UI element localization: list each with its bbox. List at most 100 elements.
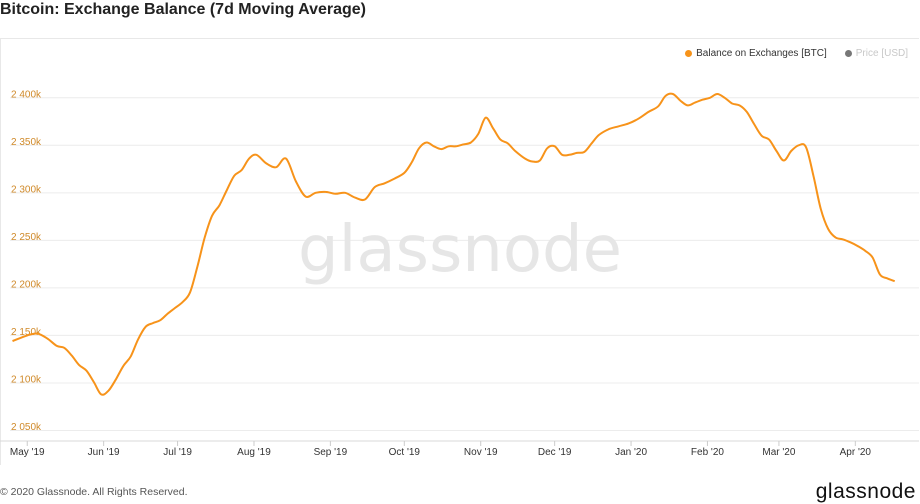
data-point[interactable]: [203, 236, 207, 240]
data-point[interactable]: [745, 110, 749, 114]
data-point[interactable]: [752, 122, 756, 126]
data-point[interactable]: [656, 104, 660, 108]
data-point[interactable]: [671, 92, 675, 96]
data-point[interactable]: [274, 165, 278, 169]
data-point[interactable]: [84, 369, 88, 373]
data-point[interactable]: [627, 121, 631, 125]
data-point[interactable]: [693, 101, 697, 105]
data-point[interactable]: [158, 318, 162, 322]
data-point[interactable]: [848, 240, 852, 244]
data-point[interactable]: [538, 159, 542, 163]
data-point[interactable]: [730, 102, 734, 106]
data-point[interactable]: [55, 344, 59, 348]
data-point[interactable]: [701, 98, 705, 102]
data-point[interactable]: [885, 276, 889, 280]
data-point[interactable]: [383, 181, 387, 185]
data-point[interactable]: [491, 126, 495, 130]
data-point[interactable]: [11, 339, 15, 343]
data-point[interactable]: [523, 157, 527, 161]
data-point[interactable]: [789, 149, 793, 153]
data-point[interactable]: [863, 249, 867, 253]
data-point[interactable]: [314, 191, 318, 195]
data-point[interactable]: [841, 237, 845, 241]
data-point[interactable]: [804, 145, 808, 149]
data-point[interactable]: [582, 150, 586, 154]
data-point[interactable]: [333, 192, 337, 196]
data-point[interactable]: [893, 279, 897, 283]
data-point[interactable]: [77, 363, 81, 367]
data-point[interactable]: [553, 144, 557, 148]
data-point[interactable]: [225, 188, 229, 192]
data-point[interactable]: [636, 117, 640, 121]
data-point[interactable]: [590, 141, 594, 145]
data-point[interactable]: [393, 177, 397, 181]
data-point[interactable]: [617, 124, 621, 128]
data-point[interactable]: [723, 96, 727, 100]
data-point[interactable]: [811, 174, 815, 178]
data-point[interactable]: [767, 138, 771, 142]
data-point[interactable]: [410, 160, 414, 164]
data-point[interactable]: [343, 191, 347, 195]
data-point[interactable]: [513, 149, 517, 153]
legend-item-balance[interactable]: Balance on Exchanges [BTC]: [685, 48, 827, 59]
data-point[interactable]: [151, 321, 155, 325]
data-point[interactable]: [878, 273, 882, 277]
data-point[interactable]: [738, 103, 742, 107]
data-point[interactable]: [664, 94, 668, 98]
data-point[interactable]: [195, 265, 199, 269]
data-point[interactable]: [99, 392, 103, 396]
data-point[interactable]: [797, 143, 801, 147]
data-point[interactable]: [240, 168, 244, 172]
data-point[interactable]: [567, 153, 571, 157]
data-point[interactable]: [264, 161, 268, 165]
brand-logo[interactable]: glassnode: [815, 480, 916, 503]
data-point[interactable]: [545, 146, 549, 150]
data-point[interactable]: [506, 141, 510, 145]
data-point[interactable]: [476, 132, 480, 136]
data-point[interactable]: [25, 333, 29, 337]
data-point[interactable]: [597, 133, 601, 137]
data-point[interactable]: [304, 195, 308, 199]
data-point[interactable]: [575, 151, 579, 155]
data-point[interactable]: [136, 337, 140, 341]
data-point[interactable]: [417, 146, 421, 150]
data-point[interactable]: [373, 185, 377, 189]
data-point[interactable]: [782, 159, 786, 163]
data-point[interactable]: [871, 256, 875, 260]
data-point[interactable]: [45, 336, 49, 340]
data-point[interactable]: [129, 354, 133, 358]
data-point[interactable]: [775, 149, 779, 153]
data-point[interactable]: [144, 325, 148, 329]
data-point[interactable]: [173, 306, 177, 310]
data-point[interactable]: [181, 300, 185, 304]
data-point[interactable]: [353, 196, 357, 200]
data-point[interactable]: [447, 144, 451, 148]
data-point[interactable]: [678, 99, 682, 103]
series-line-balance[interactable]: [12, 92, 896, 396]
data-point[interactable]: [166, 312, 170, 316]
data-point[interactable]: [107, 389, 111, 393]
data-point[interactable]: [760, 134, 764, 138]
data-point[interactable]: [218, 203, 222, 207]
legend-item-price[interactable]: Price [USD]: [844, 48, 908, 59]
data-point[interactable]: [121, 364, 125, 368]
data-point[interactable]: [715, 92, 719, 96]
data-point[interactable]: [35, 332, 39, 336]
data-point[interactable]: [114, 377, 118, 381]
data-point[interactable]: [425, 141, 429, 145]
data-point[interactable]: [232, 174, 236, 178]
data-point[interactable]: [826, 227, 830, 231]
data-point[interactable]: [469, 141, 473, 145]
data-point[interactable]: [432, 144, 436, 148]
data-point[interactable]: [62, 346, 66, 350]
data-point[interactable]: [856, 244, 860, 248]
data-point[interactable]: [498, 138, 502, 142]
data-point[interactable]: [484, 116, 488, 120]
data-point[interactable]: [284, 157, 288, 161]
data-point[interactable]: [402, 171, 406, 175]
data-point[interactable]: [646, 110, 650, 114]
data-point[interactable]: [210, 214, 214, 218]
data-point[interactable]: [708, 96, 712, 100]
data-point[interactable]: [819, 207, 823, 211]
data-point[interactable]: [560, 153, 564, 157]
